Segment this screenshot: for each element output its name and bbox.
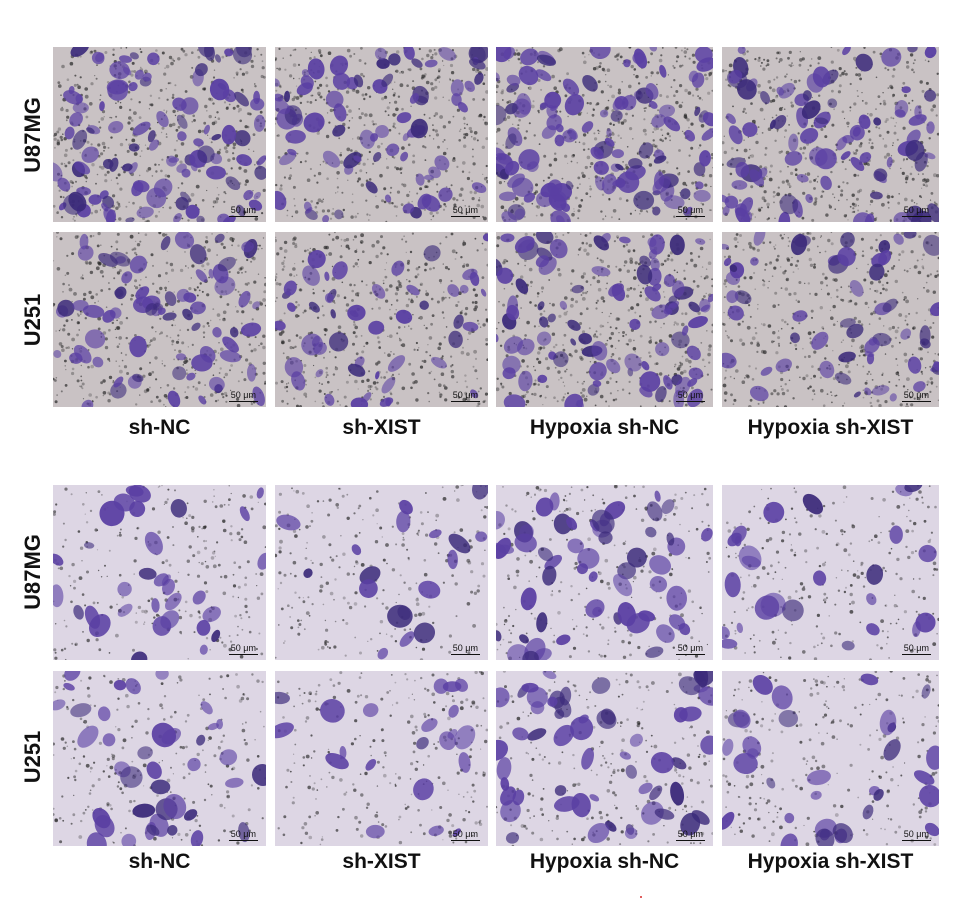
micrograph-b2-r1-c2: 50 μm: [275, 485, 488, 660]
micrograph-b2-r2-c1: 50 μm: [53, 671, 266, 846]
scale-bar: 50 μm: [228, 390, 258, 402]
micrograph-b2-r2-c3: 50 μm: [496, 671, 713, 846]
scale-bar: 50 μm: [675, 390, 705, 402]
scale-bar: 50 μm: [450, 205, 480, 217]
stray-mark: [640, 896, 642, 898]
micrograph-b1-r2-c2: 50 μm: [275, 232, 488, 407]
scale-bar: 50 μm: [228, 205, 258, 217]
col-label-b2-c4: Hypoxia sh-XIST: [747, 850, 914, 873]
scale-bar: 50 μm: [450, 643, 480, 655]
micrograph-b1-r2-c4: 50 μm: [722, 232, 939, 407]
col-label-b1-c1: sh-NC: [128, 416, 191, 439]
col-label-b1-c4: Hypoxia sh-XIST: [747, 416, 914, 439]
scale-bar: 50 μm: [450, 390, 480, 402]
micrograph-b1-r1-c1: 50 μm: [53, 47, 266, 222]
scale-bar: 50 μm: [901, 205, 931, 217]
scale-bar: 50 μm: [675, 829, 705, 841]
micrograph-b2-r2-c2: 50 μm: [275, 671, 488, 846]
scale-bar: 50 μm: [901, 829, 931, 841]
micrograph-b2-r1-c1: 50 μm: [53, 485, 266, 660]
col-label-b2-c1: sh-NC: [128, 850, 191, 873]
col-label-b1-c2: sh-XIST: [342, 416, 421, 439]
micrograph-b1-r1-c3: 50 μm: [496, 47, 713, 222]
micrograph-b1-r1-c2: 50 μm: [275, 47, 488, 222]
scale-bar: 50 μm: [450, 829, 480, 841]
scale-bar: 50 μm: [675, 643, 705, 655]
micrograph-b2-r1-c3: 50 μm: [496, 485, 713, 660]
col-label-b1-c3: Hypoxia sh-NC: [529, 416, 680, 439]
micrograph-b2-r2-c4: 50 μm: [722, 671, 939, 846]
scale-bar: 50 μm: [228, 829, 258, 841]
micrograph-b1-r2-c1: 50 μm: [53, 232, 266, 407]
micrograph-b1-r1-c4: 50 μm: [722, 47, 939, 222]
scale-bar: 50 μm: [228, 643, 258, 655]
col-label-b2-c3: Hypoxia sh-NC: [529, 850, 680, 873]
scale-bar: 50 μm: [901, 390, 931, 402]
scale-bar: 50 μm: [901, 643, 931, 655]
col-label-b2-c2: sh-XIST: [342, 850, 421, 873]
micrograph-b2-r1-c4: 50 μm: [722, 485, 939, 660]
micrograph-b1-r2-c3: 50 μm: [496, 232, 713, 407]
scale-bar: 50 μm: [675, 205, 705, 217]
